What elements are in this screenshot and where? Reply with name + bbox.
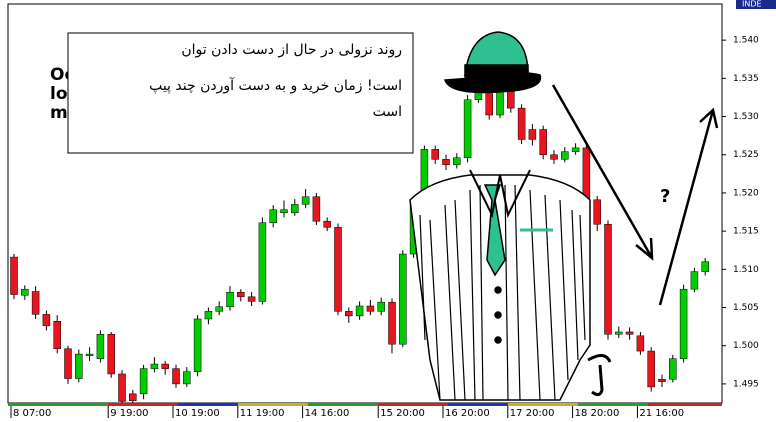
candle-body [367,306,374,311]
x-tick-label: 15 20:00 [380,408,425,419]
candle-body [691,272,698,290]
y-tick-label: 1.535 [733,74,759,84]
candle-body [237,292,244,297]
y-tick-label: 1.495 [733,379,759,389]
candle-body [270,210,277,223]
y-tick-label: 1.500 [733,341,759,351]
candle-body [119,374,126,402]
candle-body [594,200,601,224]
candle-body [281,210,288,213]
candle-body [432,149,439,159]
candle-body [583,148,590,200]
annotation-line: است! زمان خرید و به دست آوردن چند پیپ [149,77,402,94]
candle-body [65,349,72,379]
x-tick-label: 8 07:00 [13,408,51,419]
annotation-line: است [373,104,402,120]
x-tick-label: 10 19:00 [175,408,220,419]
y-tick-label: 1.515 [733,227,759,237]
candle-body [194,319,201,372]
annotation-line: روند نزولی در حال از دست دادن توان [181,42,402,58]
y-tick-label: 1.540 [733,36,759,46]
y-tick-label: 1.520 [733,188,759,198]
candle-body [291,204,298,212]
candle-body [86,354,93,356]
candle-body [345,311,352,316]
x-tick-label: 21 16:00 [639,408,684,419]
candle-body [551,155,558,160]
candle-body [32,291,39,314]
hidden-text: lo [50,84,68,104]
candle-body [183,372,190,384]
candle-body [205,311,212,319]
candle-body [529,130,536,140]
candle-body [313,197,320,221]
candle-body [615,332,622,334]
candle-body [129,394,136,401]
candle-body [216,307,223,312]
candle-body [54,321,61,349]
candle-body [669,359,676,380]
y-tick-label: 1.525 [733,150,759,160]
x-tick-label: 11 19:00 [240,408,285,419]
candle-body [43,314,50,325]
candle-body [335,227,342,311]
candle-body [162,364,169,369]
x-tick-label: 9 19:00 [110,408,148,419]
question-mark: ? [660,186,670,207]
candle-body [702,262,709,272]
candle-body [259,223,266,302]
candle-body [108,334,115,374]
candle-body [378,302,385,311]
candle-body [389,302,396,344]
y-tick-label: 1.510 [733,265,759,275]
candle-body [626,332,633,334]
chart: Oc lo m روند نزولی در حال از دست دادن تو… [0,0,776,422]
candle-body [356,306,363,316]
candle-body [399,254,406,344]
hidden-text: m [50,103,68,123]
indicator-label: INDE [742,0,762,9]
session-strip [8,403,722,406]
candle-body [605,224,612,334]
x-tick-label: 17 20:00 [510,408,555,419]
candle-body [680,289,687,359]
candle-body [637,336,644,351]
y-tick-label: 1.530 [733,112,759,122]
candle-body [248,297,255,302]
candle-body [518,108,525,139]
candle-body [540,130,547,155]
candle-body [648,351,655,387]
candle-body [659,379,666,381]
candle-body [97,334,104,358]
candle-body [464,100,471,158]
candle-body [561,152,568,160]
candle-body [151,364,158,369]
candle-body [11,257,18,294]
x-tick-label: 14 16:00 [305,408,350,419]
candle-body [453,158,460,165]
y-tick-label: 1.505 [733,303,759,313]
candle-body [75,354,82,378]
x-tick-label: 16 20:00 [445,408,490,419]
candle-body [21,289,28,295]
candle-body [443,159,450,164]
candle-body [572,148,579,152]
x-tick-label: 18 20:00 [575,408,620,419]
candle-body [302,197,309,205]
candle-body [173,369,180,384]
candle-body [227,292,234,307]
candle-body [324,221,331,227]
candle-body [140,369,147,394]
